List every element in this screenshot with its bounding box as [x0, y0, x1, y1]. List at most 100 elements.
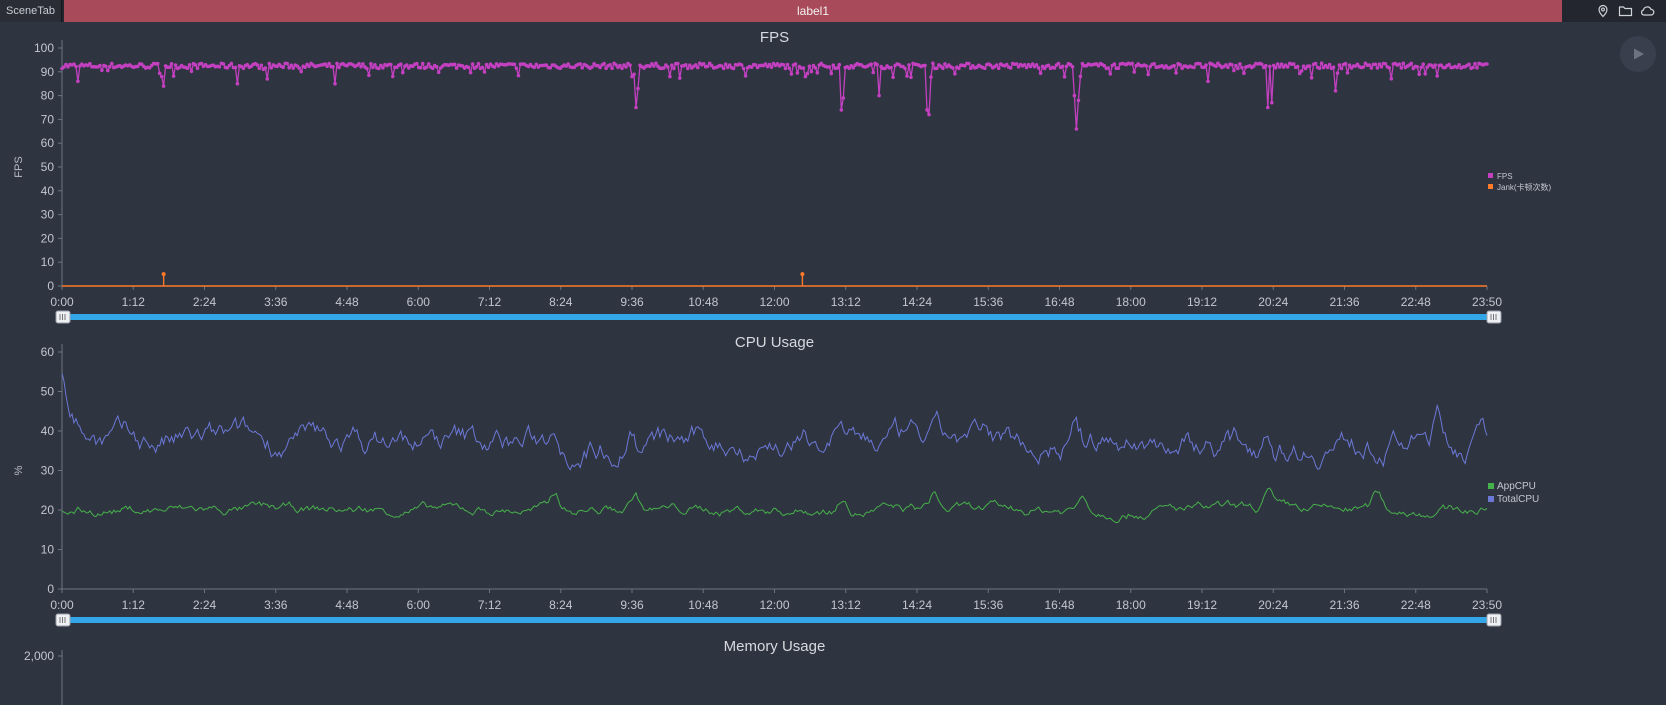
fps-point: [1333, 89, 1338, 93]
fps-point: [1379, 65, 1384, 69]
fps-point: [291, 66, 296, 70]
fps-point: [1152, 62, 1156, 66]
time-range-slider: [68, 617, 1497, 623]
fps-point: [379, 63, 383, 68]
slider-handle-left[interactable]: [55, 613, 71, 627]
fps-point: [1034, 63, 1039, 67]
fps-point: [686, 66, 690, 71]
fps-point: [672, 66, 676, 71]
fps-point: [983, 66, 987, 70]
legend-label-jank: Jank(卡顿次数): [1497, 182, 1552, 192]
top-bar: SceneTab label1: [0, 0, 1666, 22]
fps-point: [678, 76, 682, 80]
x-tick-label: 16:48: [1044, 295, 1074, 309]
fps-point: [801, 66, 806, 70]
slider-handle-right[interactable]: [1486, 613, 1502, 627]
x-tick-label: 15:36: [973, 598, 1003, 612]
label-bar[interactable]: label1: [64, 0, 1562, 22]
fps-point: [1132, 70, 1136, 74]
play-button[interactable]: [1620, 36, 1656, 72]
fps-point: [602, 61, 606, 66]
fps-point: [753, 63, 758, 67]
legend-label-appcpu: AppCPU: [1497, 481, 1536, 492]
fps-point: [415, 61, 419, 66]
fps-point: [953, 72, 957, 76]
fps-point: [891, 75, 895, 80]
fps-point: [245, 62, 250, 67]
fps-point: [1331, 65, 1336, 69]
y-tick-label: 10: [41, 255, 55, 269]
folder-icon[interactable]: [1616, 2, 1634, 20]
fps-point: [608, 63, 612, 67]
fps-point: [420, 61, 425, 66]
fps-point: [851, 65, 855, 70]
fps-point: [1273, 65, 1278, 70]
fps-point: [1052, 66, 1057, 70]
fps-point: [1485, 62, 1489, 66]
fps-point: [1062, 74, 1067, 79]
x-tick-label: 18:00: [1116, 598, 1146, 612]
slider-handle-right[interactable]: [1486, 310, 1502, 324]
top-icons: [1594, 0, 1666, 22]
fps-point: [1116, 66, 1121, 70]
fps-point: [1447, 62, 1451, 67]
fps-point: [1268, 64, 1272, 69]
fps-point: [1361, 65, 1366, 69]
fps-point: [381, 66, 385, 70]
fps-point: [719, 64, 724, 68]
y-tick-label: 10: [41, 543, 55, 557]
fps-point: [1401, 61, 1406, 66]
slider-handle-left[interactable]: [55, 310, 71, 324]
fps-point: [566, 62, 570, 66]
fps-point: [668, 74, 672, 79]
jank-point: [161, 272, 166, 277]
fps-point: [598, 65, 602, 70]
fps-point: [666, 65, 670, 69]
x-tick-label: 15:36: [973, 295, 1003, 309]
fps-point: [694, 63, 698, 67]
fps-point: [1339, 66, 1344, 71]
fps-point: [169, 62, 174, 66]
x-tick-label: 14:24: [902, 598, 932, 612]
fps-point: [263, 66, 268, 70]
fps-point: [357, 62, 361, 66]
fps-point: [877, 93, 881, 98]
fps-point: [185, 66, 190, 70]
fps-point: [1106, 66, 1111, 70]
fps-point: [632, 72, 636, 77]
fps-point: [731, 66, 736, 71]
fps-point: [795, 71, 800, 75]
fps-point: [1475, 65, 1479, 70]
cpu-chart-svg: CPU Usage% 0 10 20 30 40 50 60 0:00 1:12 2:24 3:36 4…: [13, 334, 1539, 627]
cloud-icon[interactable]: [1638, 2, 1656, 20]
fps-point: [1236, 66, 1240, 71]
fps-point: [229, 61, 234, 66]
x-tick-label: 6:00: [407, 598, 431, 612]
fps-point: [265, 77, 270, 81]
fps-point: [331, 64, 335, 69]
fps-point: [1369, 66, 1374, 70]
x-tick-label: 2:24: [193, 598, 217, 612]
fps-point: [361, 62, 365, 66]
scene-tab[interactable]: SceneTab: [0, 0, 62, 22]
fps-point: [377, 66, 381, 71]
fps-point: [624, 65, 628, 69]
fps-point: [335, 61, 339, 66]
fps-point: [721, 66, 726, 71]
fps-point: [610, 66, 614, 70]
fps-point: [1074, 127, 1079, 131]
fps-point: [943, 62, 947, 66]
x-tick-label: 16:48: [1044, 598, 1074, 612]
fps-point: [333, 81, 337, 86]
fps-point: [289, 63, 294, 68]
fps-point: [1471, 65, 1475, 70]
fps-point: [652, 64, 656, 68]
fps-point: [1337, 63, 1342, 67]
x-tick-label: 1:12: [122, 598, 146, 612]
location-icon[interactable]: [1594, 2, 1612, 20]
fps-point: [221, 62, 226, 66]
fps-point: [813, 66, 818, 70]
x-tick-label: 20:24: [1258, 598, 1288, 612]
fps-point: [199, 61, 204, 66]
fps-point: [193, 63, 198, 67]
